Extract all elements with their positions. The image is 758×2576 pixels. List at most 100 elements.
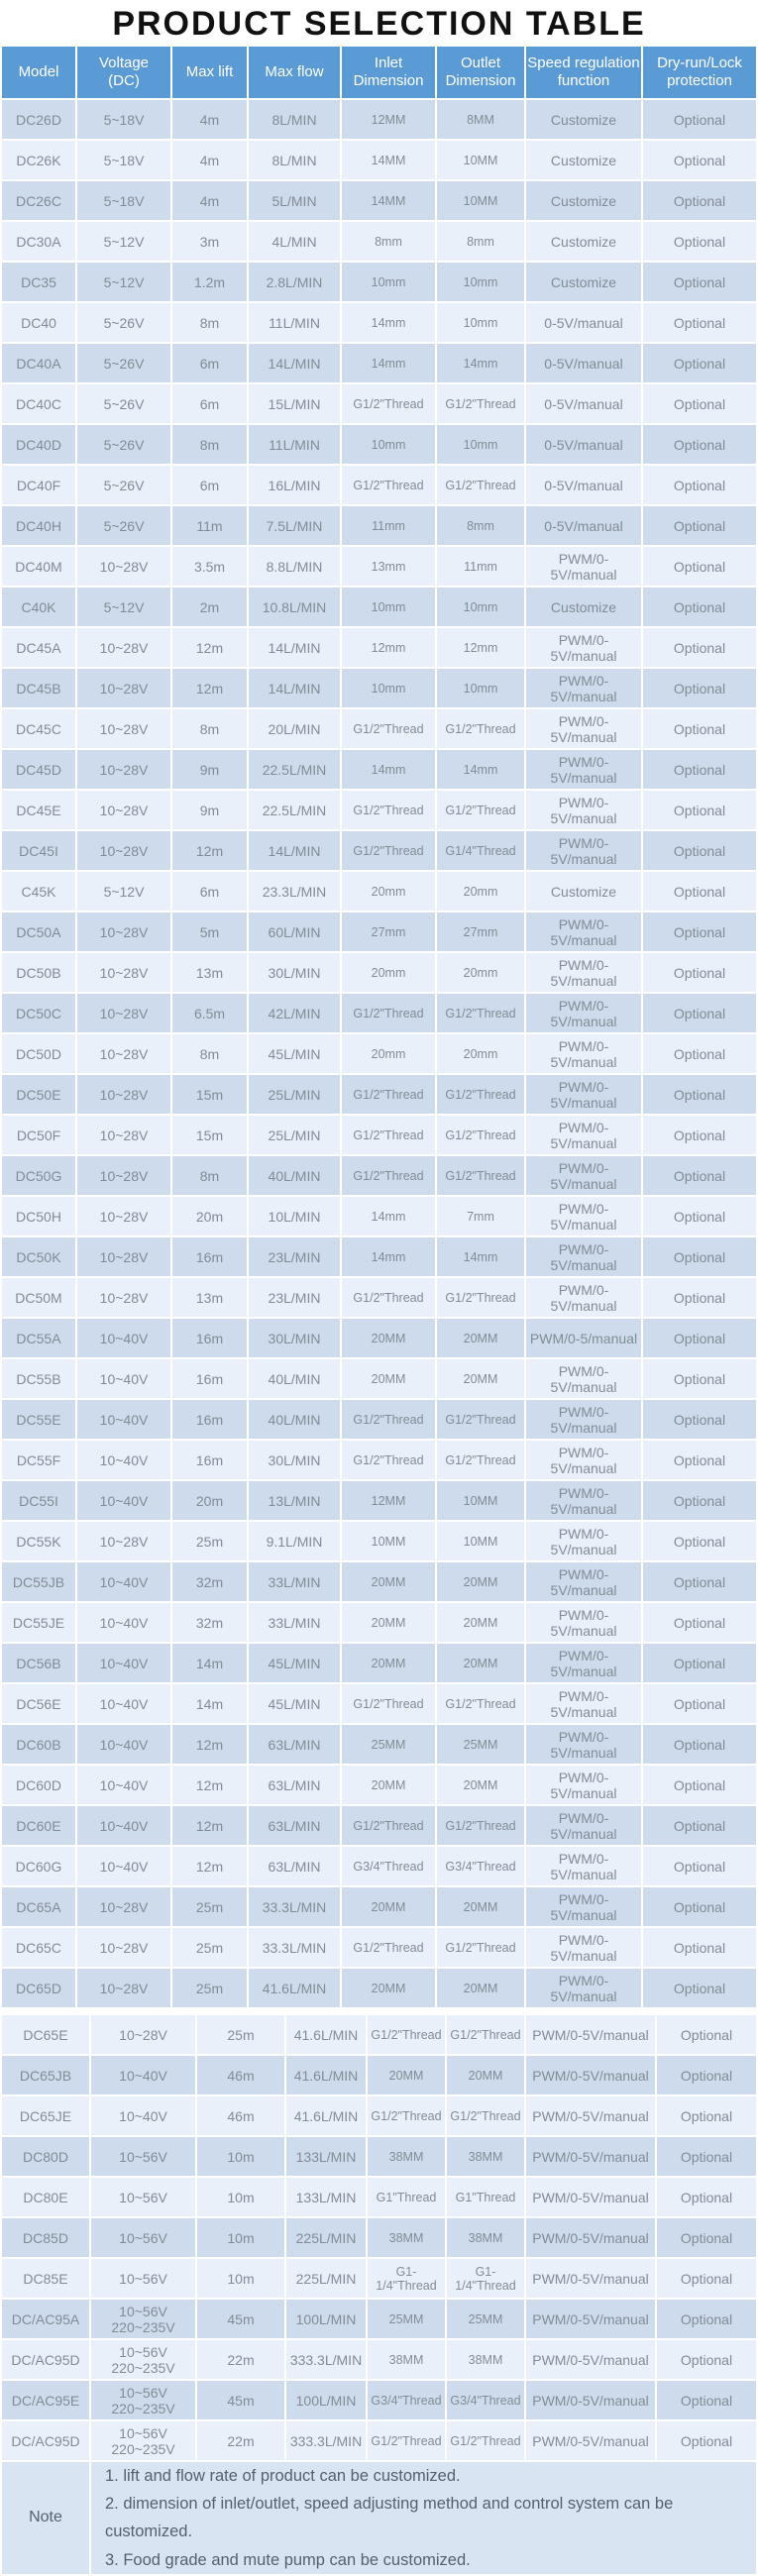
table-row: DC55I 10~40V 20m 13L/MIN 12MM 10MM PWM/0-5V/ma…: [2, 1481, 756, 1521]
cell-voltage: 10~28V: [77, 1156, 170, 1196]
cell-max-flow: 41.6L/MIN: [286, 2096, 366, 2136]
cell-max-flow: 45L/MIN: [249, 1684, 340, 1724]
cell-max-flow: 14L/MIN: [249, 628, 340, 668]
cell-max-flow: 14L/MIN: [249, 669, 340, 708]
table-row: DC85D 10~56V 10m 225L/MIN 38MM 38MM PWM/0-5V/m…: [2, 2218, 756, 2258]
cell-model: DC45I: [2, 831, 75, 871]
cell-inlet: 14mm: [342, 1237, 435, 1277]
cell-max-lift: 9m: [172, 791, 247, 830]
cell-inlet: 10mm: [342, 588, 435, 627]
cell-inlet: G1"Thread: [368, 2178, 445, 2217]
cell-protection: Optional: [643, 831, 756, 871]
cell-speed-regulation: PWM/0-5/manual: [526, 1319, 641, 1358]
cell-max-lift: 25m: [197, 2015, 284, 2055]
table-row: DC65C 10~28V 25m 33.3L/MIN G1/2"Thread G1/2"T…: [2, 1928, 756, 1968]
cell-protection: Optional: [657, 2137, 756, 2177]
cell-inlet: 12MM: [342, 100, 435, 140]
cell-outlet: 20MM: [437, 1766, 524, 1805]
cell-max-flow: 33L/MIN: [249, 1603, 340, 1643]
cell-voltage: 10~40V: [77, 1319, 170, 1358]
table-row: DC40H 5~26V 11m 7.5L/MIN 11mm 8mm 0-5V/manual O…: [2, 506, 756, 546]
cell-outlet: G1/2"Thread: [437, 1806, 524, 1846]
table-row: DC85E 10~56V 10m 225L/MIN G1-1/4"Thread G1-1/…: [2, 2259, 756, 2299]
cell-inlet: 10mm: [342, 263, 435, 302]
table-row: DC56B 10~40V 14m 45L/MIN 20MM 20MM PWM/0-5V/ma…: [2, 1644, 756, 1683]
note-body: 1. lift and flow rate of product can be …: [91, 2462, 756, 2574]
cell-max-flow: 23L/MIN: [249, 1278, 340, 1318]
cell-speed-regulation: PWM/0-5V/manual: [526, 1481, 641, 1521]
cell-max-flow: 8L/MIN: [249, 141, 340, 180]
cell-max-lift: 32m: [172, 1603, 247, 1643]
cell-outlet: 20MM: [437, 1969, 524, 2008]
cell-voltage: 10~28V: [77, 953, 170, 993]
column-header-max-flow: Max flow: [249, 47, 340, 99]
cell-max-flow: 10.8L/MIN: [249, 588, 340, 627]
cell-protection: Optional: [643, 1847, 756, 1886]
table-row: DC50E 10~28V 15m 25L/MIN G1/2"Thread G1/2"Thr…: [2, 1075, 756, 1115]
cell-model: DC45A: [2, 628, 75, 668]
cell-voltage: 10~28V: [77, 1887, 170, 1927]
cell-speed-regulation: PWM/0-5V/manual: [526, 1969, 641, 2008]
cell-voltage: 10~40V: [77, 1562, 170, 1602]
cell-model: DC80D: [2, 2137, 89, 2177]
cell-voltage: 10~56V: [91, 2137, 195, 2177]
cell-inlet: 20MM: [342, 1766, 435, 1805]
cell-max-lift: 14m: [172, 1684, 247, 1724]
cell-outlet: G1/2"Thread: [437, 1278, 524, 1318]
cell-model: C40K: [2, 588, 75, 627]
cell-outlet: 10mm: [437, 669, 524, 708]
cell-outlet: G1/2"Thread: [447, 2096, 524, 2136]
cell-inlet: 20MM: [342, 1644, 435, 1683]
cell-protection: Optional: [643, 872, 756, 912]
cell-voltage: 10~40V: [77, 1847, 170, 1886]
cell-model: DC50K: [2, 1237, 75, 1277]
cell-max-lift: 16m: [172, 1441, 247, 1480]
note-line: 3. Food grade and mute pump can be custo…: [105, 2550, 471, 2569]
cell-model: DC45C: [2, 709, 75, 749]
cell-voltage: 10~28V: [77, 709, 170, 749]
cell-voltage: 10~28V: [77, 1969, 170, 2008]
cell-inlet: 27mm: [342, 912, 435, 952]
table-row: DC55JE 10~40V 32m 33L/MIN 20MM 20MM PWM/0-5V/m…: [2, 1603, 756, 1643]
cell-voltage: 10~40V: [91, 2096, 195, 2136]
cell-protection: Optional: [643, 506, 756, 546]
cell-speed-regulation: PWM/0-5V/manual: [526, 912, 641, 952]
cell-max-lift: 16m: [172, 1319, 247, 1358]
cell-model: DC50D: [2, 1034, 75, 1074]
cell-max-flow: 25L/MIN: [249, 1075, 340, 1115]
cell-model: DC55A: [2, 1319, 75, 1358]
cell-speed-regulation: 0-5V/manual: [526, 344, 641, 383]
cell-protection: Optional: [643, 953, 756, 993]
product-table-upper: Model Voltage (DC) Max lift Max flow Inl…: [0, 45, 758, 2009]
cell-model: DC45E: [2, 791, 75, 830]
cell-inlet: 25MM: [342, 1725, 435, 1765]
table-row: DC60D 10~40V 12m 63L/MIN 20MM 20MM PWM/0-5V/ma…: [2, 1766, 756, 1805]
cell-model: DC55E: [2, 1400, 75, 1440]
cell-speed-regulation: PWM/0-5V/manual: [526, 1603, 641, 1643]
cell-max-lift: 20m: [172, 1481, 247, 1521]
cell-max-lift: 6m: [172, 466, 247, 505]
cell-outlet: 27mm: [437, 912, 524, 952]
cell-voltage: 10~28V: [77, 1278, 170, 1318]
cell-inlet: G1/2"Thread: [368, 2421, 445, 2461]
cell-voltage: 10~40V: [77, 1725, 170, 1765]
cell-voltage: 10~28V: [77, 669, 170, 708]
cell-max-lift: 11m: [172, 506, 247, 546]
table-row: DC45E 10~28V 9m 22.5L/MIN G1/2"Thread G1/2"Th…: [2, 791, 756, 830]
cell-protection: Optional: [643, 1725, 756, 1765]
cell-max-flow: 63L/MIN: [249, 1806, 340, 1846]
cell-max-lift: 3m: [172, 222, 247, 262]
cell-max-flow: 63L/MIN: [249, 1725, 340, 1765]
cell-speed-regulation: PWM/0-5V/manual: [526, 1725, 641, 1765]
cell-max-lift: 6m: [172, 344, 247, 383]
cell-speed-regulation: PWM/0-5V/manual: [526, 1441, 641, 1480]
cell-outlet: G3/4"Thread: [447, 2381, 524, 2420]
cell-speed-regulation: 0-5V/manual: [526, 466, 641, 505]
cell-inlet: 20MM: [342, 1969, 435, 2008]
cell-protection: Optional: [657, 2178, 756, 2217]
cell-max-lift: 4m: [172, 141, 247, 180]
cell-max-flow: 15L/MIN: [249, 384, 340, 424]
cell-inlet: G1/2"Thread: [342, 1400, 435, 1440]
cell-voltage: 10~56V: [91, 2218, 195, 2258]
cell-inlet: G1/2"Thread: [342, 384, 435, 424]
